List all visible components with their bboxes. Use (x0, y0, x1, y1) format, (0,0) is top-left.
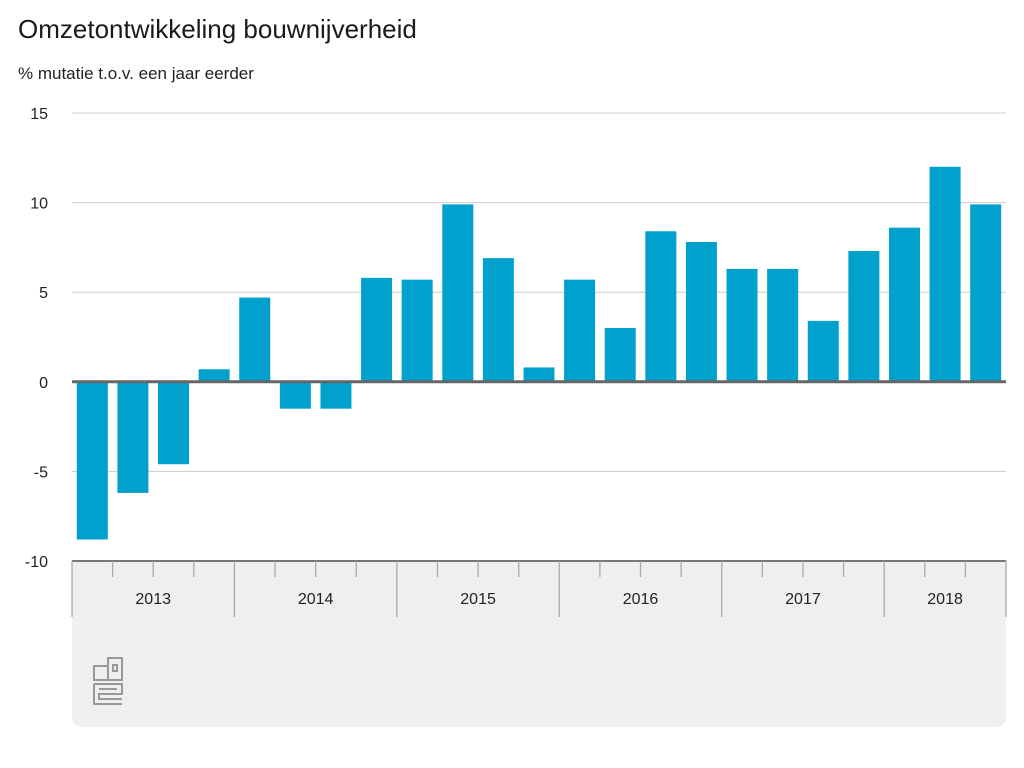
bar (279, 381, 311, 409)
bar (482, 258, 514, 382)
bar (76, 381, 108, 540)
bar (645, 231, 677, 382)
y-tick-label: -5 (34, 464, 48, 481)
bar (564, 279, 596, 382)
x-tick-label: 2018 (927, 591, 963, 608)
bar (807, 320, 839, 382)
bar (685, 242, 717, 382)
x-tick-label: 2017 (785, 591, 821, 608)
y-tick-label: 15 (30, 106, 48, 123)
bar (320, 381, 352, 409)
bar (361, 277, 393, 382)
cbs-logo-icon (93, 657, 123, 705)
bar (198, 369, 230, 382)
y-tick-label: -10 (25, 554, 48, 571)
bar (604, 328, 636, 382)
x-tick-label: 2013 (135, 591, 171, 608)
y-axis-label: % mutatie t.o.v. een jaar eerder (18, 64, 254, 83)
y-tick-label: 0 (39, 375, 48, 392)
y-tick-label: 5 (39, 285, 48, 302)
bar (888, 227, 920, 382)
bar (239, 297, 271, 382)
bar (767, 268, 799, 382)
x-tick-label: 2014 (298, 591, 334, 608)
bar (929, 166, 961, 382)
bar (970, 204, 1002, 382)
x-tick-label: 2015 (460, 591, 496, 608)
y-tick-label: 10 (30, 196, 48, 213)
bar (442, 204, 474, 382)
chart-title: Omzetontwikkeling bouwnijverheid (18, 14, 417, 44)
bar (117, 381, 149, 493)
bar (523, 367, 555, 382)
x-axis-panel (72, 561, 1006, 727)
bar (726, 268, 758, 382)
bar (158, 381, 190, 465)
bar (401, 279, 433, 382)
bar (848, 250, 880, 382)
x-tick-label: 2016 (623, 591, 659, 608)
